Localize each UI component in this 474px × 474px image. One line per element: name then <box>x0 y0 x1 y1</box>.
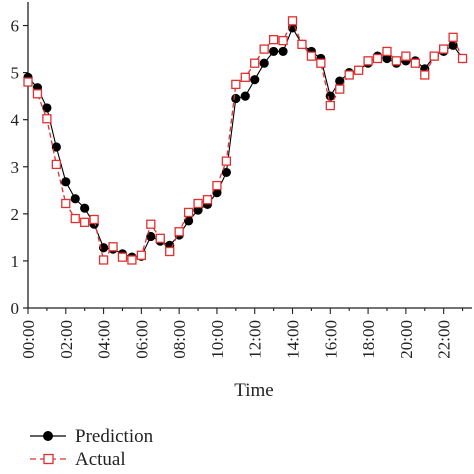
y-axis-tick-labels: 0 1 2 3 4 5 6 <box>11 17 20 318</box>
legend-item-actual: Actual <box>30 449 126 470</box>
data-point <box>98 243 109 253</box>
data-point <box>221 167 231 178</box>
series-layer <box>23 16 468 265</box>
data-point <box>42 103 52 113</box>
data-point <box>51 159 61 170</box>
data-point <box>335 76 345 86</box>
x-tick-label: 02:00 <box>57 320 76 359</box>
x-tick-label: 14:00 <box>284 320 303 359</box>
data-point <box>448 32 458 42</box>
data-point <box>61 177 71 187</box>
data-point <box>240 72 250 82</box>
data-point <box>344 70 354 80</box>
x-tick-label: 04:00 <box>95 320 114 359</box>
legend-label: Actual <box>75 449 126 470</box>
y-tick-label: 6 <box>11 17 20 36</box>
y-tick-label: 0 <box>11 299 20 318</box>
data-point <box>382 53 392 64</box>
x-tick-label: 18:00 <box>359 320 378 359</box>
legend-item-prediction: Prediction <box>30 426 154 447</box>
data-point <box>212 188 222 198</box>
data-point <box>391 56 402 66</box>
legend-marker <box>43 453 54 465</box>
x-tick-label: 12:00 <box>246 320 265 359</box>
data-point <box>231 79 241 90</box>
data-point <box>457 53 468 64</box>
data-point <box>61 198 71 209</box>
data-point <box>70 213 80 224</box>
data-point <box>382 46 392 57</box>
x-tick-label: 16:00 <box>321 320 340 359</box>
series-actual <box>23 16 468 265</box>
x-tick-label: 00:00 <box>19 320 38 359</box>
data-point <box>325 91 335 101</box>
data-point <box>231 93 241 104</box>
data-point <box>89 214 99 225</box>
x-tick-label: 10:00 <box>208 320 227 359</box>
x-axis-title: Time <box>234 380 273 401</box>
data-point <box>70 194 80 204</box>
data-point <box>240 91 250 101</box>
data-point <box>250 58 260 68</box>
data-point <box>146 219 156 229</box>
data-point <box>80 217 90 227</box>
data-point <box>410 58 420 68</box>
data-point <box>98 255 109 265</box>
data-point <box>363 56 373 66</box>
y-tick-label: 5 <box>11 64 20 83</box>
legend-label: Prediction <box>75 426 154 447</box>
legend-marker <box>43 431 53 441</box>
x-tick-label: 06:00 <box>132 320 151 359</box>
data-point <box>174 227 184 237</box>
data-point <box>165 246 175 257</box>
data-point <box>183 216 194 226</box>
data-point <box>108 242 118 252</box>
data-point <box>250 75 260 85</box>
data-point <box>80 203 90 213</box>
data-point <box>325 100 335 111</box>
data-point <box>183 207 194 218</box>
data-point <box>212 180 222 191</box>
data-point <box>287 16 298 26</box>
data-point <box>136 250 147 260</box>
data-point <box>117 252 128 262</box>
data-point <box>32 89 43 99</box>
y-tick-label: 3 <box>11 158 20 177</box>
data-point <box>353 65 364 75</box>
x-tick-label: 08:00 <box>170 320 189 359</box>
y-tick-label: 2 <box>11 205 20 224</box>
data-point <box>335 84 345 94</box>
data-point <box>297 39 307 50</box>
data-point <box>429 51 439 61</box>
x-tick-label: 20:00 <box>397 320 416 359</box>
data-point <box>221 156 232 166</box>
x-axis-tick-labels: 00:00 02:00 04:00 06:00 08:00 10:00 12:00 14:00… <box>19 320 454 359</box>
data-point <box>401 51 411 61</box>
data-point <box>42 114 52 124</box>
data-point <box>316 58 326 68</box>
data-point <box>23 77 33 87</box>
data-point <box>259 58 269 68</box>
data-point <box>420 70 430 80</box>
data-point <box>269 46 279 57</box>
data-point <box>278 46 288 57</box>
y-tick-label: 4 <box>11 111 20 130</box>
data-point <box>439 44 449 54</box>
data-point <box>268 35 279 45</box>
data-point <box>202 195 213 205</box>
data-point <box>127 255 137 265</box>
data-point <box>193 198 203 209</box>
plot-axes <box>23 2 472 314</box>
data-point <box>51 142 61 152</box>
data-point <box>372 53 383 64</box>
data-point <box>306 51 317 61</box>
data-point <box>259 44 269 54</box>
data-point <box>155 233 165 243</box>
y-tick-label: 1 <box>11 252 20 271</box>
data-point <box>146 231 156 242</box>
data-point <box>278 35 288 46</box>
x-tick-label: 22:00 <box>435 320 454 359</box>
